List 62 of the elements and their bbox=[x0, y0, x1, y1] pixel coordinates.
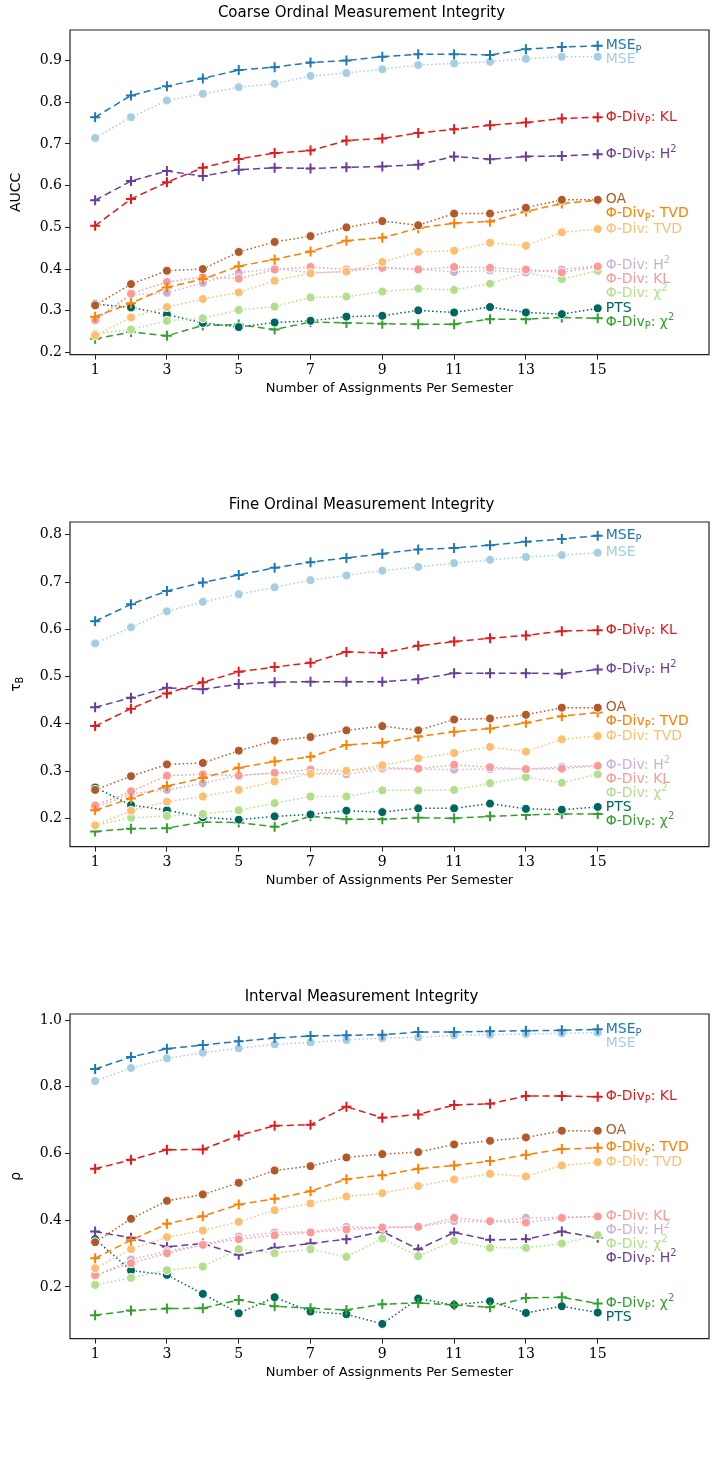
x-tick-label: 3 bbox=[162, 360, 172, 377]
y-tick-label: 1.0 bbox=[39, 1010, 62, 1027]
y-tick-label: 0.2 bbox=[39, 1277, 62, 1294]
y-tick-label: 0.8 bbox=[39, 92, 62, 109]
x-tick-label: 9 bbox=[377, 1344, 387, 1361]
x-tick-label: 3 bbox=[162, 852, 172, 869]
x-tick-label: 5 bbox=[234, 1344, 244, 1361]
x-tick-label: 11 bbox=[445, 1344, 464, 1361]
y-tick-label: 0.2 bbox=[39, 343, 62, 360]
y-tick-label: 0.5 bbox=[39, 667, 62, 684]
series-label: PTS bbox=[605, 1308, 632, 1325]
y-tick-label: 0.8 bbox=[39, 525, 62, 542]
x-tick-label: 11 bbox=[445, 360, 464, 377]
series-label: OA bbox=[605, 698, 627, 715]
series-label: MSE bbox=[605, 543, 636, 560]
y-axis-title: τB bbox=[6, 676, 25, 692]
y-tick-label: 0.6 bbox=[39, 176, 63, 193]
x-tick-label: 5 bbox=[234, 852, 244, 869]
series-label: OA bbox=[605, 190, 627, 207]
y-tick-label: 0.2 bbox=[39, 808, 62, 825]
y-tick-label: 0.5 bbox=[39, 217, 62, 234]
y-tick-label: 0.7 bbox=[39, 134, 62, 151]
series-label: OA bbox=[605, 1121, 627, 1138]
x-tick-label: 7 bbox=[306, 1344, 315, 1361]
x-tick-label: 7 bbox=[306, 360, 315, 377]
y-tick-label: 0.3 bbox=[39, 301, 62, 318]
y-tick-label: 0.6 bbox=[39, 619, 63, 636]
y-tick-label: 0.9 bbox=[39, 51, 62, 68]
series-label: MSE bbox=[605, 1033, 636, 1050]
series-label: MSE bbox=[605, 50, 636, 67]
y-tick-label: 0.4 bbox=[39, 714, 63, 731]
chart-title: Fine Ordinal Measurement Integrity bbox=[228, 494, 495, 513]
x-tick-label: 1 bbox=[90, 1344, 100, 1361]
x-tick-label: 15 bbox=[588, 852, 607, 869]
y-tick-label: 0.6 bbox=[39, 1144, 63, 1161]
chart-title: Interval Measurement Integrity bbox=[244, 986, 479, 1005]
x-tick-label: 7 bbox=[306, 852, 315, 869]
y-tick-label: 0.3 bbox=[39, 761, 62, 778]
y-tick-label: 0.8 bbox=[39, 1077, 62, 1094]
x-tick-label: 15 bbox=[588, 360, 607, 377]
y-tick-label: 0.7 bbox=[39, 572, 62, 589]
series-label: PTS bbox=[605, 298, 632, 315]
x-tick-label: 9 bbox=[377, 360, 387, 377]
x-axis-title: Number of Assignments Per Semester bbox=[265, 871, 514, 887]
y-tick-label: 0.4 bbox=[39, 1210, 63, 1227]
x-tick-label: 5 bbox=[234, 360, 244, 377]
x-tick-label: 1 bbox=[90, 852, 100, 869]
y-tick-label: 0.4 bbox=[39, 259, 63, 276]
x-tick-label: 15 bbox=[588, 1344, 607, 1361]
x-axis-title: Number of Assignments Per Semester bbox=[265, 1363, 514, 1379]
x-tick-label: 1 bbox=[90, 360, 100, 377]
chart-title: Coarse Ordinal Measurement Integrity bbox=[217, 2, 506, 21]
y-axis-title: AUCC bbox=[6, 172, 23, 212]
series-label: PTS bbox=[605, 797, 632, 814]
x-axis-title: Number of Assignments Per Semester bbox=[265, 379, 514, 395]
x-tick-label: 13 bbox=[517, 852, 535, 869]
x-tick-label: 13 bbox=[517, 360, 535, 377]
x-tick-label: 11 bbox=[445, 852, 464, 869]
x-tick-label: 3 bbox=[162, 1344, 172, 1361]
y-axis-title: ρ bbox=[6, 1171, 23, 1181]
x-tick-label: 9 bbox=[377, 852, 387, 869]
x-tick-label: 13 bbox=[517, 1344, 535, 1361]
